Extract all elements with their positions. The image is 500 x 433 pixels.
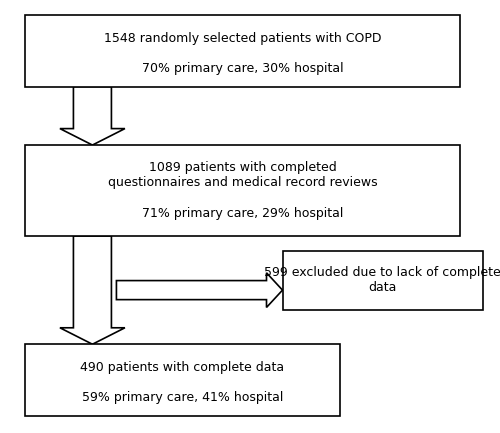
FancyBboxPatch shape [25, 15, 460, 87]
FancyBboxPatch shape [25, 145, 460, 236]
Polygon shape [116, 273, 282, 307]
Polygon shape [60, 236, 125, 344]
Polygon shape [60, 87, 125, 145]
Text: 70% primary care, 30% hospital: 70% primary care, 30% hospital [142, 62, 344, 75]
Text: 71% primary care, 29% hospital: 71% primary care, 29% hospital [142, 207, 343, 220]
Text: 59% primary care, 41% hospital: 59% primary care, 41% hospital [82, 391, 283, 404]
FancyBboxPatch shape [25, 344, 340, 416]
Text: 1548 randomly selected patients with COPD: 1548 randomly selected patients with COP… [104, 32, 382, 45]
Text: 490 patients with complete data: 490 patients with complete data [80, 361, 284, 374]
Text: 599 excluded due to lack of complete
data: 599 excluded due to lack of complete dat… [264, 266, 500, 294]
FancyBboxPatch shape [282, 251, 482, 310]
Text: 1089 patients with completed
questionnaires and medical record reviews: 1089 patients with completed questionnai… [108, 161, 378, 189]
